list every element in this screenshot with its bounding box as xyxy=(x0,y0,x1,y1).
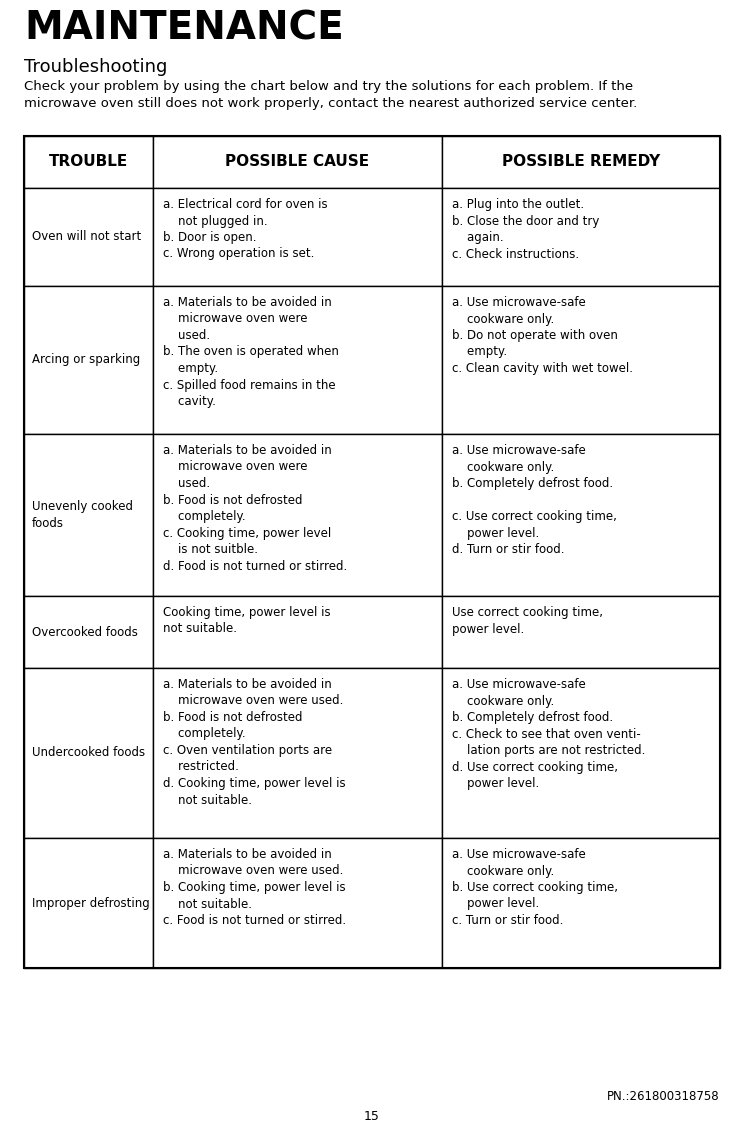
Text: Arcing or sparking: Arcing or sparking xyxy=(32,353,141,367)
Bar xyxy=(24,596,153,668)
Bar xyxy=(442,434,720,596)
Bar xyxy=(442,136,720,188)
Bar xyxy=(153,136,442,188)
Text: MAINTENANCE: MAINTENANCE xyxy=(24,10,344,49)
Text: a. Use microwave-safe
    cookware only.
b. Use correct cooking time,
    power : a. Use microwave-safe cookware only. b. … xyxy=(452,848,618,927)
Text: a. Electrical cord for oven is
    not plugged in.
b. Door is open.
c. Wrong ope: a. Electrical cord for oven is not plugg… xyxy=(163,199,327,261)
Text: Check your problem by using the chart below and try the solutions for each probl: Check your problem by using the chart be… xyxy=(24,80,638,111)
Text: Improper defrosting: Improper defrosting xyxy=(32,897,150,909)
Bar xyxy=(442,188,720,287)
Text: Cooking time, power level is
not suitable.: Cooking time, power level is not suitabl… xyxy=(163,606,330,635)
Bar xyxy=(24,188,153,287)
Text: a. Materials to be avoided in
    microwave oven were
    used.
b. Food is not d: a. Materials to be avoided in microwave … xyxy=(163,444,347,573)
Text: a. Materials to be avoided in
    microwave oven were used.
b. Food is not defro: a. Materials to be avoided in microwave … xyxy=(163,678,345,807)
Bar xyxy=(442,668,720,838)
Text: PN.:261800318758: PN.:261800318758 xyxy=(607,1090,720,1103)
Bar xyxy=(24,838,153,968)
Bar xyxy=(442,596,720,668)
Bar xyxy=(153,596,442,668)
Text: a. Materials to be avoided in
    microwave oven were used.
b. Cooking time, pow: a. Materials to be avoided in microwave … xyxy=(163,848,346,927)
Bar xyxy=(24,434,153,596)
Text: a. Materials to be avoided in
    microwave oven were
    used.
b. The oven is o: a. Materials to be avoided in microwave … xyxy=(163,296,339,408)
Bar xyxy=(153,838,442,968)
Bar xyxy=(153,188,442,287)
Text: POSSIBLE CAUSE: POSSIBLE CAUSE xyxy=(225,155,369,169)
Bar xyxy=(153,287,442,434)
Bar xyxy=(153,668,442,838)
Bar xyxy=(442,287,720,434)
Text: Unevenly cooked
foods: Unevenly cooked foods xyxy=(32,500,133,530)
Text: Oven will not start: Oven will not start xyxy=(32,230,141,244)
Bar xyxy=(24,136,720,968)
Bar xyxy=(442,838,720,968)
Text: Undercooked foods: Undercooked foods xyxy=(32,747,145,759)
Text: 15: 15 xyxy=(364,1110,380,1123)
Text: TROUBLE: TROUBLE xyxy=(49,155,128,169)
Text: Use correct cooking time,
power level.: Use correct cooking time, power level. xyxy=(452,606,603,635)
Text: a. Use microwave-safe
    cookware only.
b. Completely defrost food.
c. Check to: a. Use microwave-safe cookware only. b. … xyxy=(452,678,645,790)
Bar xyxy=(24,287,153,434)
Text: Troubleshooting: Troubleshooting xyxy=(24,58,167,76)
Text: POSSIBLE REMEDY: POSSIBLE REMEDY xyxy=(501,155,660,169)
Text: a. Plug into the outlet.
b. Close the door and try
    again.
c. Check instructi: a. Plug into the outlet. b. Close the do… xyxy=(452,199,599,261)
Bar xyxy=(24,668,153,838)
Bar xyxy=(24,136,153,188)
Text: Overcooked foods: Overcooked foods xyxy=(32,626,138,638)
Text: a. Use microwave-safe
    cookware only.
b. Completely defrost food.

c. Use cor: a. Use microwave-safe cookware only. b. … xyxy=(452,444,617,556)
Bar xyxy=(153,434,442,596)
Text: a. Use microwave-safe
    cookware only.
b. Do not operate with oven
    empty.
: a. Use microwave-safe cookware only. b. … xyxy=(452,296,632,374)
